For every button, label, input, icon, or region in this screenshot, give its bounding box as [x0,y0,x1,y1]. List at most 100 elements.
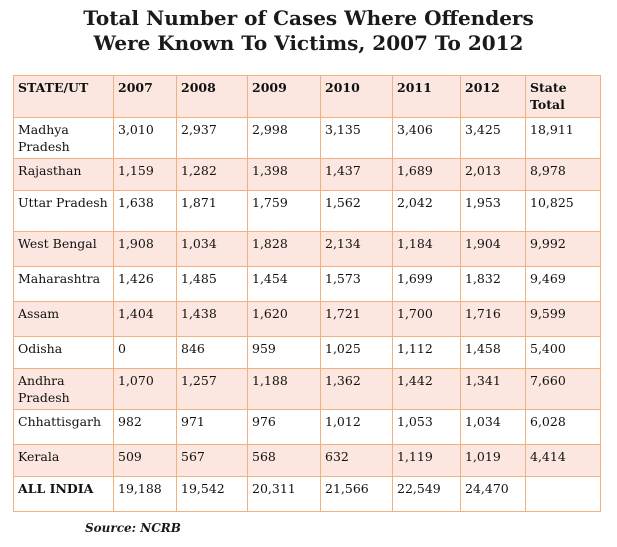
value-cell: 1,437 [320,158,393,191]
value-cell: 1,119 [392,444,461,477]
value-cell: 1,953 [460,190,526,232]
value-cell: 3,406 [392,117,461,159]
value-cell: 1,699 [392,266,461,302]
value-cell: 1,562 [320,190,393,232]
value-cell: 3,425 [460,117,526,159]
value-cell: 568 [247,444,321,477]
value-cell: 1,012 [320,409,393,445]
value-cell: 1,070 [113,368,177,410]
value-cell: 1,034 [176,231,248,267]
state-cell: Rajasthan [13,158,114,191]
total-cell: 6,028 [525,409,601,445]
value-cell: 1,485 [176,266,248,302]
value-cell: 509 [113,444,177,477]
value-cell: 1,908 [113,231,177,267]
value-cell: 1,721 [320,301,393,337]
value-cell: 1,025 [320,336,393,369]
value-cell: 1,034 [460,409,526,445]
value-cell: 1,184 [392,231,461,267]
total-cell: 10,825 [525,190,601,232]
value-cell: 1,341 [460,368,526,410]
value-cell: 1,159 [113,158,177,191]
column-header: 2009 [247,75,321,118]
total-cell: 7,660 [525,368,601,410]
value-cell: 1,832 [460,266,526,302]
cases-table: STATE/UT 2007 2008 2009 2010 2011 2012 S… [13,75,601,512]
value-cell: 632 [320,444,393,477]
table-row: Odisha 0 846 959 1,025 1,112 1,458 5,400 [13,336,601,369]
value-cell: 3,010 [113,117,177,159]
total-cell: 18,911 [525,117,601,159]
total-cell: 4,414 [525,444,601,477]
value-cell: 24,470 [460,476,526,512]
table-row: Andhra Pradesh 1,070 1,257 1,188 1,362 1… [13,368,601,410]
value-cell: 1,689 [392,158,461,191]
total-cell: 9,599 [525,301,601,337]
value-cell: 1,759 [247,190,321,232]
value-cell: 1,426 [113,266,177,302]
value-cell: 1,454 [247,266,321,302]
value-cell: 20,311 [247,476,321,512]
value-cell: 982 [113,409,177,445]
value-cell: 1,620 [247,301,321,337]
table-row: West Bengal 1,908 1,034 1,828 2,134 1,18… [13,231,601,267]
column-header: 2010 [320,75,393,118]
value-cell: 2,134 [320,231,393,267]
value-cell: 976 [247,409,321,445]
state-cell: West Bengal [13,231,114,267]
value-cell: 959 [247,336,321,369]
title-line-2: Were Known To Victims, 2007 To 2012 [93,31,524,55]
value-cell: 1,458 [460,336,526,369]
table-row: Rajasthan 1,159 1,282 1,398 1,437 1,689 … [13,158,601,191]
state-cell: Assam [13,301,114,337]
value-cell: 1,716 [460,301,526,337]
total-cell [525,476,601,512]
value-cell: 1,904 [460,231,526,267]
total-cell: 9,992 [525,231,601,267]
value-cell: 1,404 [113,301,177,337]
column-header: 2008 [176,75,248,118]
column-header: 2012 [460,75,526,118]
page-title: Total Number of Cases Where Offenders We… [0,6,617,56]
value-cell: 2,013 [460,158,526,191]
table-header-row: STATE/UT 2007 2008 2009 2010 2011 2012 S… [13,75,601,118]
total-cell: 5,400 [525,336,601,369]
value-cell: 1,442 [392,368,461,410]
value-cell: 1,700 [392,301,461,337]
table-row: Uttar Pradesh 1,638 1,871 1,759 1,562 2,… [13,190,601,232]
table-row: Chhattisgarh 982 971 976 1,012 1,053 1,0… [13,409,601,445]
column-header: STATE/UT [13,75,114,118]
value-cell: 3,135 [320,117,393,159]
state-cell: Maharashtra [13,266,114,302]
source-note: Source: NCRB [85,521,181,535]
value-cell: 567 [176,444,248,477]
total-cell: 9,469 [525,266,601,302]
all-india-row: ALL INDIA 19,188 19,542 20,311 21,566 22… [13,476,601,512]
table-row: Madhya Pradesh 3,010 2,937 2,998 3,135 3… [13,117,601,159]
table-row: Maharashtra 1,426 1,485 1,454 1,573 1,69… [13,266,601,302]
column-header: State Total [525,75,601,118]
value-cell: 1,398 [247,158,321,191]
total-cell: 8,978 [525,158,601,191]
state-cell: ALL INDIA [13,476,114,512]
state-cell: Odisha [13,336,114,369]
table-row: Kerala 509 567 568 632 1,119 1,019 4,414 [13,444,601,477]
value-cell: 2,998 [247,117,321,159]
value-cell: 19,542 [176,476,248,512]
state-cell: Chhattisgarh [13,409,114,445]
value-cell: 1,053 [392,409,461,445]
value-cell: 1,112 [392,336,461,369]
state-cell: Uttar Pradesh [13,190,114,232]
title-line-1: Total Number of Cases Where Offenders [83,6,534,30]
value-cell: 846 [176,336,248,369]
value-cell: 0 [113,336,177,369]
value-cell: 19,188 [113,476,177,512]
value-cell: 1,438 [176,301,248,337]
value-cell: 1,871 [176,190,248,232]
value-cell: 1,828 [247,231,321,267]
value-cell: 1,638 [113,190,177,232]
value-cell: 1,188 [247,368,321,410]
value-cell: 2,937 [176,117,248,159]
column-header: 2007 [113,75,177,118]
value-cell: 971 [176,409,248,445]
